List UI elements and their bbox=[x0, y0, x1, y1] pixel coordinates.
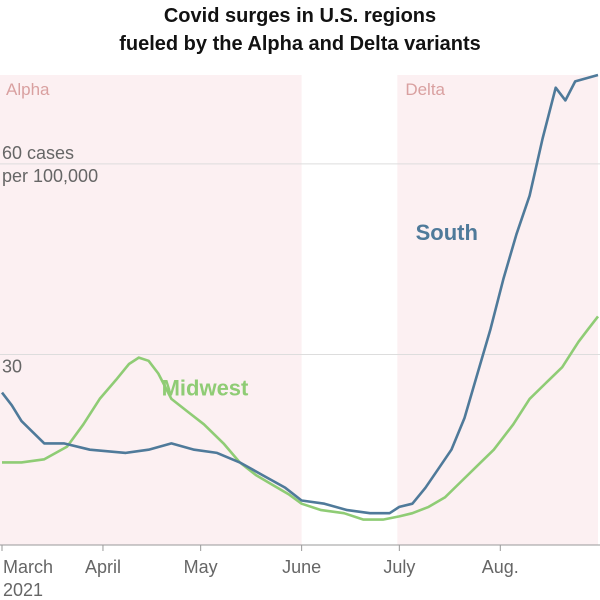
period-shade-alpha bbox=[0, 75, 302, 545]
y-tick-label-60-cases: 60 cases bbox=[2, 143, 74, 163]
period-shade-delta bbox=[397, 75, 598, 545]
series-label-south: South bbox=[416, 220, 478, 245]
series-line-south bbox=[0, 73, 599, 515]
period-label-alpha: Alpha bbox=[6, 80, 50, 99]
y-tick-label-per-100-000: per 100,000 bbox=[2, 166, 98, 186]
x-tick-label-july: July bbox=[383, 557, 415, 577]
series-line-midwest bbox=[2, 315, 600, 521]
y-tick-label-30: 30 bbox=[2, 356, 22, 376]
x-tick-label-may: May bbox=[184, 557, 218, 577]
chart-title-line-2: fueled by the Alpha and Delta variants bbox=[119, 33, 481, 55]
x-tick-label-aug: Aug. bbox=[482, 557, 519, 577]
x-tick-label-april: April bbox=[85, 557, 121, 577]
x-tick-label-march: March bbox=[3, 557, 53, 577]
x-tick-label-june: June bbox=[282, 557, 321, 577]
period-label-delta: Delta bbox=[405, 80, 445, 99]
x-tick-label-2021: 2021 bbox=[3, 580, 43, 600]
chart-title-line-1: Covid surges in U.S. regions bbox=[163, 5, 437, 27]
chart-title: Covid surges in U.S. regions fueled by t… bbox=[0, 2, 600, 58]
series-label-midwest: Midwest bbox=[162, 376, 249, 401]
